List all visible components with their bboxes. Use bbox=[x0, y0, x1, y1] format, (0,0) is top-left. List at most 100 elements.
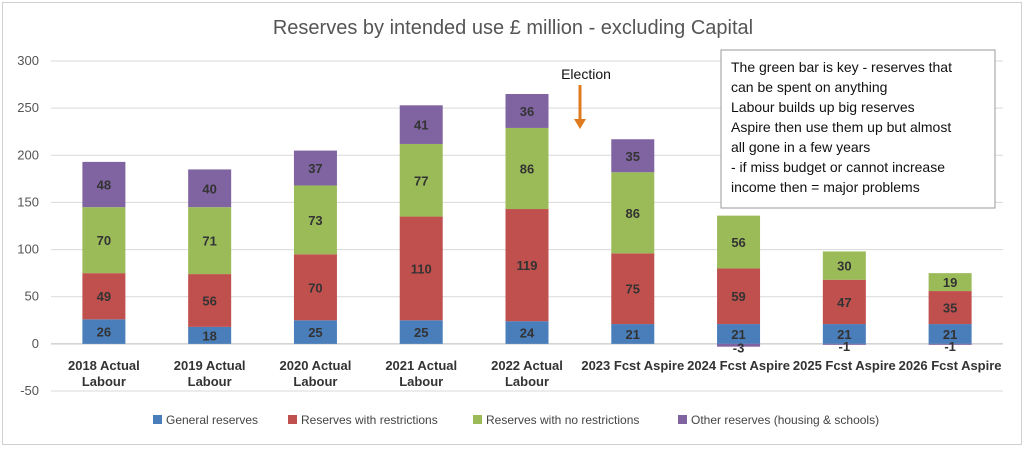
bar-segment bbox=[717, 324, 761, 344]
legend-label: Reserves with no restrictions bbox=[486, 413, 639, 427]
bar-segment bbox=[293, 254, 337, 321]
data-label: 70 bbox=[97, 233, 111, 248]
bar-segment bbox=[188, 274, 232, 327]
data-label: 71 bbox=[202, 234, 216, 249]
legend-swatch bbox=[288, 415, 297, 424]
bar-segment bbox=[188, 207, 232, 275]
data-label: 24 bbox=[520, 326, 535, 341]
x-category-label: Labour bbox=[82, 374, 126, 389]
bar-segment bbox=[293, 150, 337, 186]
bar-segment bbox=[928, 291, 972, 325]
y-tick-label: 150 bbox=[17, 194, 39, 209]
bar-segment bbox=[928, 324, 972, 344]
note-box bbox=[720, 49, 996, 209]
x-category-label: 2023 Fcst Aspire bbox=[581, 358, 684, 373]
data-label: 86 bbox=[520, 161, 534, 176]
bar-segment bbox=[611, 139, 655, 173]
data-label: 49 bbox=[97, 289, 111, 304]
bar-segment bbox=[399, 143, 443, 217]
bar-segment bbox=[188, 169, 232, 208]
data-label: 40 bbox=[202, 181, 216, 196]
x-category-label: Labour bbox=[399, 374, 443, 389]
data-label: 36 bbox=[520, 104, 534, 119]
data-label: 73 bbox=[308, 213, 322, 228]
legend-label: Reserves with restrictions bbox=[301, 413, 438, 427]
stacked-bar-chart: Reserves by intended use £ million - exc… bbox=[17, 17, 1003, 427]
x-category-label: Labour bbox=[505, 374, 549, 389]
y-tick-label: 0 bbox=[32, 336, 39, 351]
bar-segment bbox=[505, 209, 549, 322]
data-label: -1 bbox=[944, 339, 956, 354]
bar-segment bbox=[82, 207, 126, 274]
data-label: 41 bbox=[414, 118, 428, 133]
election-label: Election bbox=[561, 66, 611, 82]
note-line: The green bar is key - reserves that bbox=[731, 59, 952, 75]
y-tick-label: 50 bbox=[25, 289, 39, 304]
note-line: can be spent on anything bbox=[731, 79, 887, 95]
y-tick-label: 100 bbox=[17, 242, 39, 257]
bar-segment bbox=[611, 324, 655, 344]
bar-segment bbox=[822, 324, 866, 344]
data-label: 56 bbox=[731, 235, 745, 250]
bar-segment bbox=[928, 273, 972, 292]
data-label: 26 bbox=[97, 325, 111, 340]
bar-segment bbox=[822, 343, 866, 345]
data-label: 119 bbox=[517, 258, 538, 273]
legend-swatch bbox=[678, 415, 687, 424]
bar-segment bbox=[188, 326, 232, 344]
bar-segment bbox=[822, 279, 866, 325]
bar-segment bbox=[822, 251, 866, 280]
bar-segment bbox=[399, 216, 443, 321]
y-tick-label: 300 bbox=[17, 53, 39, 68]
data-label: 77 bbox=[414, 173, 428, 188]
data-label: -1 bbox=[839, 339, 851, 354]
x-category-label: 2019 Actual bbox=[174, 358, 246, 373]
data-label: 19 bbox=[943, 275, 957, 290]
data-label: 37 bbox=[308, 161, 322, 176]
bar-segment bbox=[717, 343, 761, 347]
data-label: 21 bbox=[731, 327, 745, 342]
bar-segment bbox=[293, 320, 337, 344]
y-tick-label: 200 bbox=[17, 147, 39, 162]
x-category-label: 2025 Fcst Aspire bbox=[793, 358, 896, 373]
x-category-label: 2018 Actual bbox=[68, 358, 140, 373]
bar-segment bbox=[611, 172, 655, 254]
bar-segment bbox=[399, 320, 443, 344]
bar-segment bbox=[82, 161, 126, 208]
note-line: Labour builds up big reserves bbox=[731, 99, 915, 115]
data-label: 25 bbox=[308, 325, 322, 340]
x-category-label: 2022 Actual bbox=[491, 358, 563, 373]
bar-segment bbox=[82, 319, 126, 344]
bar-segment bbox=[82, 273, 126, 320]
y-tick-label: -50 bbox=[20, 383, 39, 398]
data-label: 30 bbox=[837, 259, 851, 274]
x-category-label: 2026 Fcst Aspire bbox=[899, 358, 1002, 373]
data-label: 86 bbox=[626, 206, 640, 221]
data-label: 59 bbox=[731, 289, 745, 304]
bar-segment bbox=[505, 321, 549, 344]
data-label: 35 bbox=[943, 301, 957, 316]
data-label: 21 bbox=[837, 327, 851, 342]
data-label: 25 bbox=[414, 325, 428, 340]
x-category-label: 2021 Actual bbox=[385, 358, 457, 373]
data-label: -3 bbox=[733, 341, 745, 356]
chart-title: Reserves by intended use £ million - exc… bbox=[273, 17, 753, 39]
bar-segment bbox=[505, 94, 549, 128]
x-category-label: Labour bbox=[293, 374, 337, 389]
election-arrow-head bbox=[574, 119, 586, 129]
y-tick-label: 250 bbox=[17, 100, 39, 115]
data-label: 56 bbox=[202, 293, 216, 308]
bar-segment bbox=[717, 215, 761, 269]
data-label: 21 bbox=[626, 327, 640, 342]
legend-swatch bbox=[473, 415, 482, 424]
bar-segment bbox=[399, 105, 443, 144]
x-category-label: 2020 Actual bbox=[280, 358, 352, 373]
legend-swatch bbox=[153, 415, 162, 424]
bar-segment bbox=[611, 253, 655, 325]
x-category-label: Labour bbox=[188, 374, 232, 389]
data-label: 75 bbox=[626, 282, 640, 297]
bar-segment bbox=[293, 185, 337, 255]
data-label: 18 bbox=[202, 328, 216, 343]
note-line: - if miss budget or cannot increase bbox=[731, 159, 945, 175]
